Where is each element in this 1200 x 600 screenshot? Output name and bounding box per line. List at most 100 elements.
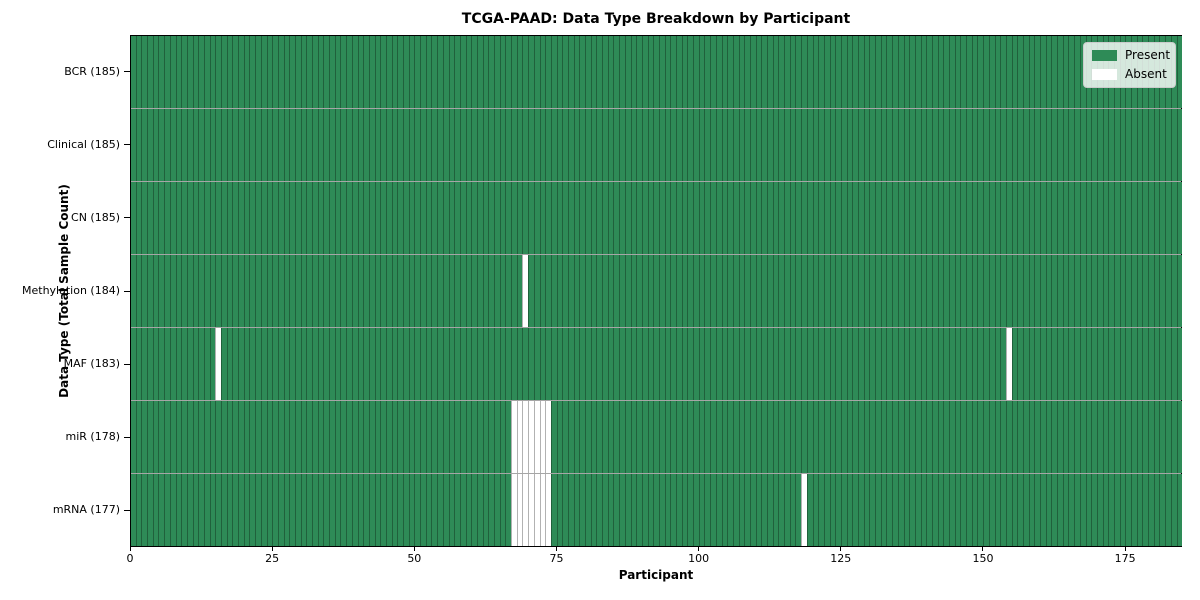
heatmap-cell (840, 36, 847, 108)
heatmap-cell (533, 109, 540, 181)
heatmap-cell (1165, 474, 1171, 546)
heatmap-cell (772, 401, 779, 473)
heatmap-cell (420, 255, 426, 327)
heatmap-cell (1085, 255, 1092, 327)
heatmap-cell (494, 328, 500, 400)
heatmap-cell (960, 474, 967, 546)
heatmap-cell (550, 36, 557, 108)
heatmap-cell (818, 109, 824, 181)
heatmap-cell (693, 328, 699, 400)
heatmap-cell (351, 474, 358, 546)
heatmap-cell (505, 401, 512, 473)
heatmap-cell (835, 401, 841, 473)
heatmap-cell (169, 328, 176, 400)
heatmap-cell (1062, 255, 1069, 327)
heatmap-cell (1176, 36, 1183, 108)
heatmap-cell (869, 474, 876, 546)
heatmap-cell (863, 182, 870, 254)
heatmap-cell (471, 328, 477, 400)
heatmap-cell (562, 401, 568, 473)
heatmap-cell (448, 36, 455, 108)
heatmap-cell (846, 255, 853, 327)
heatmap-cell (131, 182, 136, 254)
heatmap-cell (988, 401, 995, 473)
heatmap-cell (215, 401, 221, 473)
heatmap-cell (147, 182, 153, 254)
heatmap-cell (374, 328, 381, 400)
heatmap-cell (863, 36, 870, 108)
heatmap-cell (152, 474, 159, 546)
heatmap-cell (312, 182, 318, 254)
heatmap-cell (1165, 182, 1171, 254)
x-tick-mark (698, 547, 700, 551)
heatmap-cell (243, 401, 250, 473)
heatmap-cell (1011, 401, 1018, 473)
heatmap-cell (624, 109, 631, 181)
heatmap-cell (1085, 401, 1092, 473)
heatmap-cell (272, 182, 278, 254)
heatmap-cell (698, 328, 705, 400)
heatmap-cell (1102, 474, 1109, 546)
heatmap-cell (459, 474, 466, 546)
heatmap-cell (886, 36, 893, 108)
heatmap-cell (784, 328, 790, 400)
heatmap-cell (255, 401, 261, 473)
heatmap-cell (670, 109, 676, 181)
heatmap-cell (232, 36, 239, 108)
heatmap-cell (949, 401, 955, 473)
heatmap-cell (175, 255, 182, 327)
heatmap-cell (397, 255, 403, 327)
absent-swatch-icon (1092, 69, 1117, 80)
heatmap-cell (789, 474, 796, 546)
heatmap-cell (442, 474, 449, 546)
heatmap-cell (858, 255, 864, 327)
heatmap-cell (1028, 474, 1035, 546)
heatmap-cell (829, 474, 836, 546)
heatmap-cell (1148, 401, 1154, 473)
heatmap-cell (613, 401, 620, 473)
heatmap-cell (852, 182, 858, 254)
heatmap-cell (687, 109, 694, 181)
heatmap-cell (1136, 255, 1143, 327)
heatmap-cell (545, 328, 551, 400)
heatmap-cell (772, 109, 779, 181)
heatmap-cell (1091, 328, 1097, 400)
heatmap-cell (459, 328, 466, 400)
heatmap-cell (727, 109, 733, 181)
heatmap-cell (1022, 328, 1029, 400)
heatmap-cell (653, 328, 659, 400)
heatmap-cell (630, 182, 637, 254)
heatmap-cell (949, 109, 955, 181)
heatmap-cell (977, 182, 984, 254)
heatmap-cell (363, 182, 369, 254)
heatmap-cell (1051, 401, 1058, 473)
heatmap-cell (1165, 255, 1171, 327)
heatmap-cell (391, 255, 398, 327)
heatmap-cell (1136, 109, 1143, 181)
heatmap-cell (294, 474, 301, 546)
heatmap-cell (602, 328, 608, 400)
legend-present-label: Present (1125, 48, 1171, 62)
heatmap-cell (1125, 474, 1131, 546)
heatmap-cell (670, 255, 676, 327)
heatmap-row-cn (131, 181, 1183, 254)
heatmap-cell (1113, 255, 1120, 327)
heatmap-cell (516, 109, 523, 181)
heatmap-cell (624, 474, 631, 546)
heatmap-cell (801, 109, 807, 181)
heatmap-cell (914, 474, 921, 546)
heatmap-cell (363, 328, 369, 400)
heatmap-cell (260, 109, 267, 181)
heatmap-cell (590, 109, 597, 181)
heatmap-cell (1057, 182, 1063, 254)
heatmap-cell (818, 255, 824, 327)
heatmap-cell (1011, 474, 1018, 546)
heatmap-cell (1017, 182, 1023, 254)
heatmap-cell (346, 255, 352, 327)
heatmap-cell (801, 328, 807, 400)
heatmap-cell (221, 401, 227, 473)
heatmap-cell (317, 109, 324, 181)
heatmap-cell (562, 36, 568, 108)
heatmap-cell (334, 255, 341, 327)
heatmap-cell (1011, 109, 1018, 181)
